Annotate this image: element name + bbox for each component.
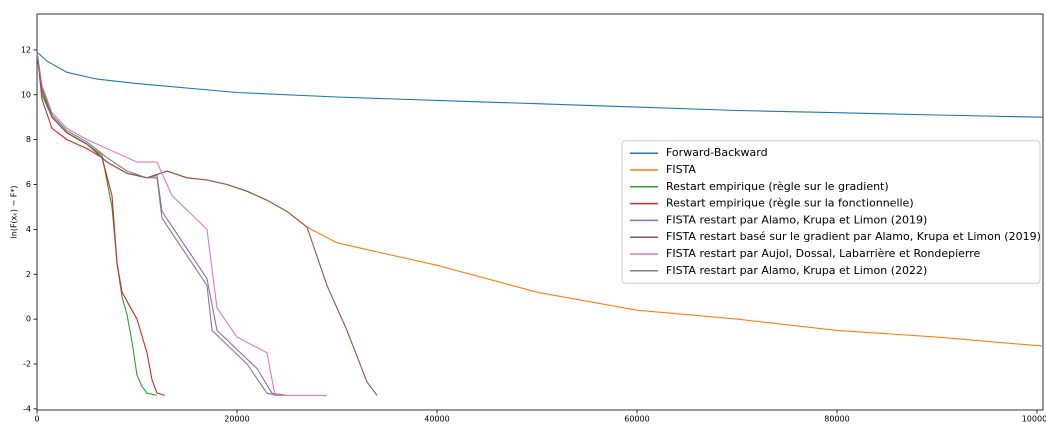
x-tick-label: 80000 — [824, 415, 849, 424]
legend-box — [621, 140, 1041, 284]
series-line — [36, 52, 378, 396]
x-tick-label: 20000 — [224, 415, 249, 424]
legend-label: Restart empirique (règle sur le gradient… — [666, 180, 889, 193]
y-axis-label: ln(F(xₖ) − F*) — [10, 186, 19, 239]
x-tick-label: 60000 — [624, 415, 649, 424]
y-tick-label: 8 — [26, 135, 31, 144]
y-tick-label: 2 — [26, 270, 31, 279]
series-line — [36, 52, 278, 396]
legend-label: FISTA restart par Alamo, Krupa et Limon … — [666, 213, 927, 226]
x-tick-label: 100000 — [1022, 415, 1046, 424]
legend-label: Forward-Backward — [666, 146, 768, 159]
series-line — [36, 52, 166, 396]
series-line — [36, 52, 327, 396]
legend-label: Restart empirique (règle sur la fonction… — [666, 197, 914, 210]
legend-label: FISTA — [666, 163, 696, 176]
series-line — [36, 52, 158, 396]
legend-label: FISTA restart basé sur le gradient par A… — [666, 230, 1041, 243]
x-tick-label: 40000 — [424, 415, 449, 424]
y-tick-label: -2 — [23, 360, 31, 369]
legend: Forward-Backward FISTA Restart empirique (… — [621, 140, 1041, 284]
legend-label: FISTA restart par Alamo, Krupa et Limon … — [666, 264, 927, 277]
y-tick-label: 12 — [21, 45, 31, 54]
legend-label: FISTA restart par Aujol, Dossal, Labarri… — [666, 247, 981, 260]
y-tick-label: 0 — [26, 315, 31, 324]
y-tick-label: 10 — [21, 90, 31, 99]
plot-frame — [36, 13, 1044, 411]
y-tick-label: 4 — [26, 225, 31, 234]
y-tick-label: 6 — [26, 180, 31, 189]
series-line — [36, 51, 1044, 118]
y-tick-label: -4 — [23, 404, 31, 413]
x-tick-label: 0 — [34, 415, 39, 424]
